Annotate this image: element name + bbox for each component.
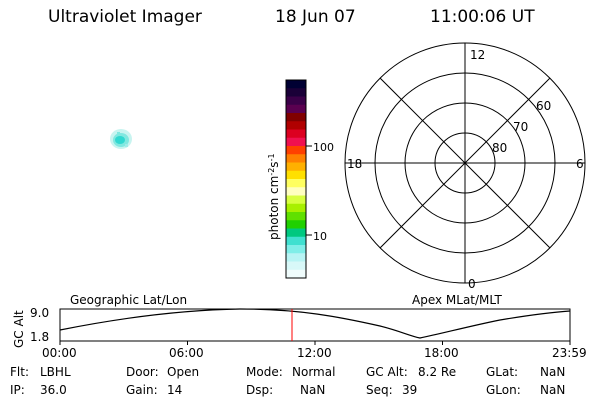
apex-mlat-mlt-label: Apex MLat/MLT xyxy=(412,293,502,307)
orbit-xtick-2359: 23:59 xyxy=(552,346,587,360)
colorbar-segment xyxy=(286,88,306,97)
glat-label: GLat: xyxy=(486,365,519,379)
colorbar-segment xyxy=(286,146,306,155)
colorbar-segment xyxy=(286,104,306,114)
glat-value: NaN xyxy=(540,365,566,379)
dsp-value: NaN xyxy=(300,383,326,397)
colorbar-segment xyxy=(286,245,306,254)
instrument-title: Ultraviolet Imager xyxy=(48,7,202,27)
geographic-latlon-label: Geographic Lat/Lon xyxy=(70,293,187,307)
polar-grid xyxy=(344,42,586,284)
seq-label: Seq: xyxy=(366,383,393,397)
orbit-xtick-0000: 00:00 xyxy=(42,346,77,360)
colorbar-segment xyxy=(286,236,306,246)
colorbar-frame xyxy=(285,79,307,279)
mlt-label-12: 12 xyxy=(470,48,485,62)
gain-value: 14 xyxy=(167,383,183,397)
gc-alt-label: GC Alt: xyxy=(366,365,408,379)
colorbar-segment xyxy=(286,261,306,271)
colorbar-segment xyxy=(286,113,306,122)
orbit-yaxis-label: GC Alt xyxy=(12,310,26,348)
orbit-xtick-1200: 12:00 xyxy=(297,346,332,360)
colorbar-tick-label-100: 100 xyxy=(313,141,334,154)
ip-label: IP: xyxy=(10,383,25,397)
aurora-image xyxy=(110,129,132,149)
colorbar-segment xyxy=(286,269,306,279)
filter-label: Flt: xyxy=(10,365,29,379)
mlt-label-18: 18 xyxy=(347,157,362,171)
colorbar-segment xyxy=(286,96,306,106)
orbit-xtick-0600: 06:00 xyxy=(169,346,204,360)
orbit-x-ticks xyxy=(59,341,571,345)
colorbar-segment xyxy=(286,220,306,229)
colorbar-segment xyxy=(286,253,306,262)
colorbar-segment xyxy=(286,170,306,180)
seq-value: 39 xyxy=(402,383,418,397)
altitude-curve xyxy=(59,308,571,339)
ip-value: 36.0 xyxy=(40,383,67,397)
colorbar-segment xyxy=(286,121,306,130)
observation-time: 11:00:06 UT xyxy=(430,7,535,27)
colorbar-segment xyxy=(286,129,306,139)
filter-value: LBHL xyxy=(40,365,71,379)
colorbar-tick-label-10: 10 xyxy=(313,230,327,243)
colorbar-segment xyxy=(286,187,306,196)
gc-alt-value: 8.2 Re xyxy=(418,365,457,379)
mlt-label-6: 6 xyxy=(576,157,584,171)
mode-label: Mode: xyxy=(246,365,283,379)
mlt-label-0: 0 xyxy=(468,277,476,291)
mlat-label-80: 80 xyxy=(492,141,507,155)
mlat-label-70: 70 xyxy=(513,120,528,134)
observation-date: 18 Jun 07 xyxy=(275,7,356,27)
glon-value: NaN xyxy=(540,383,566,397)
gain-label: Gain: xyxy=(126,383,158,397)
colorbar-segment xyxy=(286,179,306,188)
mode-value: Normal xyxy=(292,365,336,379)
dsp-label: Dsp: xyxy=(246,383,274,397)
colorbar-segment xyxy=(286,212,306,221)
colorbar-segment xyxy=(286,228,306,238)
colorbar-segment xyxy=(286,162,306,172)
door-label: Door: xyxy=(126,365,159,379)
orbit-ytick-top: 9.0 xyxy=(30,306,49,320)
colorbar-segment xyxy=(286,137,306,147)
colorbar xyxy=(286,80,306,279)
door-value: Open xyxy=(167,365,200,379)
colorbar-segment xyxy=(286,203,306,213)
mlat-label-60: 60 xyxy=(536,99,551,113)
colorbar-segment xyxy=(286,154,306,163)
orbit-xtick-1800: 18:00 xyxy=(424,346,459,360)
orbit-ytick-bottom: 1.8 xyxy=(30,330,49,344)
colorbar-unit-label: photon cm-2s-1 xyxy=(267,153,281,240)
colorbar-segment xyxy=(286,80,306,89)
glon-label: GLon: xyxy=(486,383,521,397)
colorbar-segment xyxy=(286,195,306,205)
